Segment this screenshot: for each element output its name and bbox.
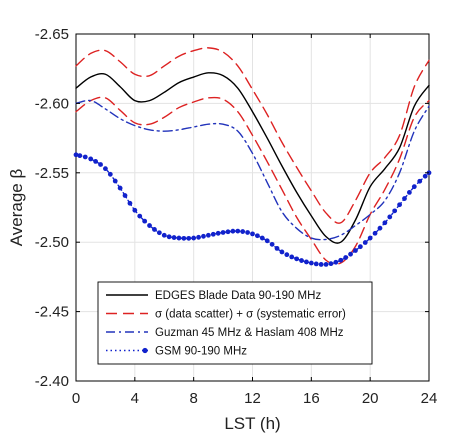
series-marker xyxy=(402,196,407,201)
series-marker xyxy=(353,248,358,253)
series-marker xyxy=(215,230,221,236)
series-marker xyxy=(161,232,167,238)
series-marker xyxy=(117,185,123,191)
series-line-0 xyxy=(75,72,430,244)
series-marker xyxy=(289,254,295,260)
series-marker xyxy=(196,234,201,240)
y-tick-label: -2.60 xyxy=(35,95,69,112)
series-marker xyxy=(348,251,353,257)
series-marker xyxy=(333,259,339,265)
series-marker xyxy=(230,228,236,234)
x-tick-label: 0 xyxy=(72,390,80,407)
series-marker xyxy=(152,227,157,232)
legend-entry-label: σ (data scatter) + σ (systematic error) xyxy=(155,309,346,321)
series-marker xyxy=(338,257,344,263)
series-marker xyxy=(264,238,270,244)
series-marker xyxy=(240,229,246,234)
series-marker xyxy=(284,252,290,258)
series-marker xyxy=(274,245,280,251)
series-marker xyxy=(171,235,177,240)
series-marker xyxy=(201,233,206,239)
series-marker xyxy=(387,214,393,220)
series-marker xyxy=(406,189,412,195)
series-marker xyxy=(318,262,324,267)
y-tick-label: -2.45 xyxy=(35,304,69,321)
series-marker xyxy=(137,213,143,219)
x-tick-label: 20 xyxy=(362,390,379,407)
series-marker xyxy=(377,225,383,231)
y-tick-label: -2.50 xyxy=(35,234,69,251)
series-marker xyxy=(392,208,398,214)
series-marker xyxy=(343,255,349,260)
series-marker xyxy=(77,153,83,159)
legend-entry-label: EDGES Blade Data 90-190 MHz xyxy=(155,290,321,302)
series-marker xyxy=(103,166,108,172)
series-marker xyxy=(127,200,133,206)
series-marker xyxy=(304,259,309,265)
legend-entry-label: GSM 90-190 MHz xyxy=(155,346,247,358)
series-marker xyxy=(166,234,172,240)
y-tick-label: -2.65 xyxy=(35,26,69,43)
series-marker xyxy=(235,228,241,234)
series-marker xyxy=(367,235,373,241)
series-marker xyxy=(328,261,334,267)
series-marker xyxy=(88,156,94,162)
series-marker xyxy=(255,233,260,239)
y-axis-label: Average β xyxy=(7,169,26,247)
x-axis-label: LST (h) xyxy=(224,414,280,433)
series-marker xyxy=(382,220,388,226)
series-marker xyxy=(107,171,113,177)
series-marker xyxy=(186,235,192,241)
series-marker xyxy=(98,162,103,167)
series-marker xyxy=(112,178,118,184)
series-marker xyxy=(313,261,319,267)
series-marker xyxy=(269,241,275,247)
series-line-3 xyxy=(75,99,430,241)
series-marker xyxy=(191,235,197,241)
series-marker xyxy=(259,235,265,241)
x-tick-label: 24 xyxy=(421,390,438,407)
series-marker xyxy=(176,235,182,241)
legend: EDGES Blade Data 90-190 MHz σ (data scatt… xyxy=(97,281,373,365)
series-marker xyxy=(225,229,231,235)
series-marker xyxy=(245,230,251,235)
series-marker xyxy=(82,154,88,160)
series-marker xyxy=(122,193,128,198)
series-marker xyxy=(411,184,417,190)
series-marker xyxy=(142,218,148,224)
axis-ticks: 0 4 8 12 16 20 24 -2.65 -2.60 -2.55 -2.50 -2.45 -2.4… xyxy=(35,26,438,407)
series-layer xyxy=(73,47,432,267)
y-tick-label: -2.55 xyxy=(35,165,69,182)
y-tick-label: -2.40 xyxy=(35,373,69,390)
series-marker xyxy=(210,231,216,237)
legend-entry-label: Guzman 45 MHz & Haslam 408 MHz xyxy=(155,327,344,339)
series-line-1 xyxy=(75,47,430,224)
series-marker xyxy=(147,223,152,228)
legend-marker-sample xyxy=(142,347,148,354)
series-marker xyxy=(181,235,187,241)
series-marker xyxy=(417,178,423,184)
series-marker xyxy=(397,202,402,208)
x-tick-label: 8 xyxy=(189,390,197,407)
x-tick-label: 12 xyxy=(244,390,261,407)
series-marker xyxy=(362,240,368,245)
series-marker xyxy=(93,158,99,164)
series-marker xyxy=(323,262,329,267)
series-marker xyxy=(294,256,300,262)
x-tick-label: 16 xyxy=(303,390,320,407)
series-marker xyxy=(220,230,226,235)
series-marker xyxy=(279,249,285,255)
series-marker xyxy=(308,260,314,266)
series-marker xyxy=(205,232,211,238)
series-marker xyxy=(132,207,138,213)
series-marker xyxy=(299,258,304,263)
series-marker xyxy=(73,152,79,158)
series-marker xyxy=(372,230,378,236)
series-marker xyxy=(250,231,255,237)
x-tick-label: 4 xyxy=(131,390,139,407)
series-marker xyxy=(357,244,363,250)
series-marker xyxy=(156,230,162,236)
series-marker xyxy=(422,173,428,179)
